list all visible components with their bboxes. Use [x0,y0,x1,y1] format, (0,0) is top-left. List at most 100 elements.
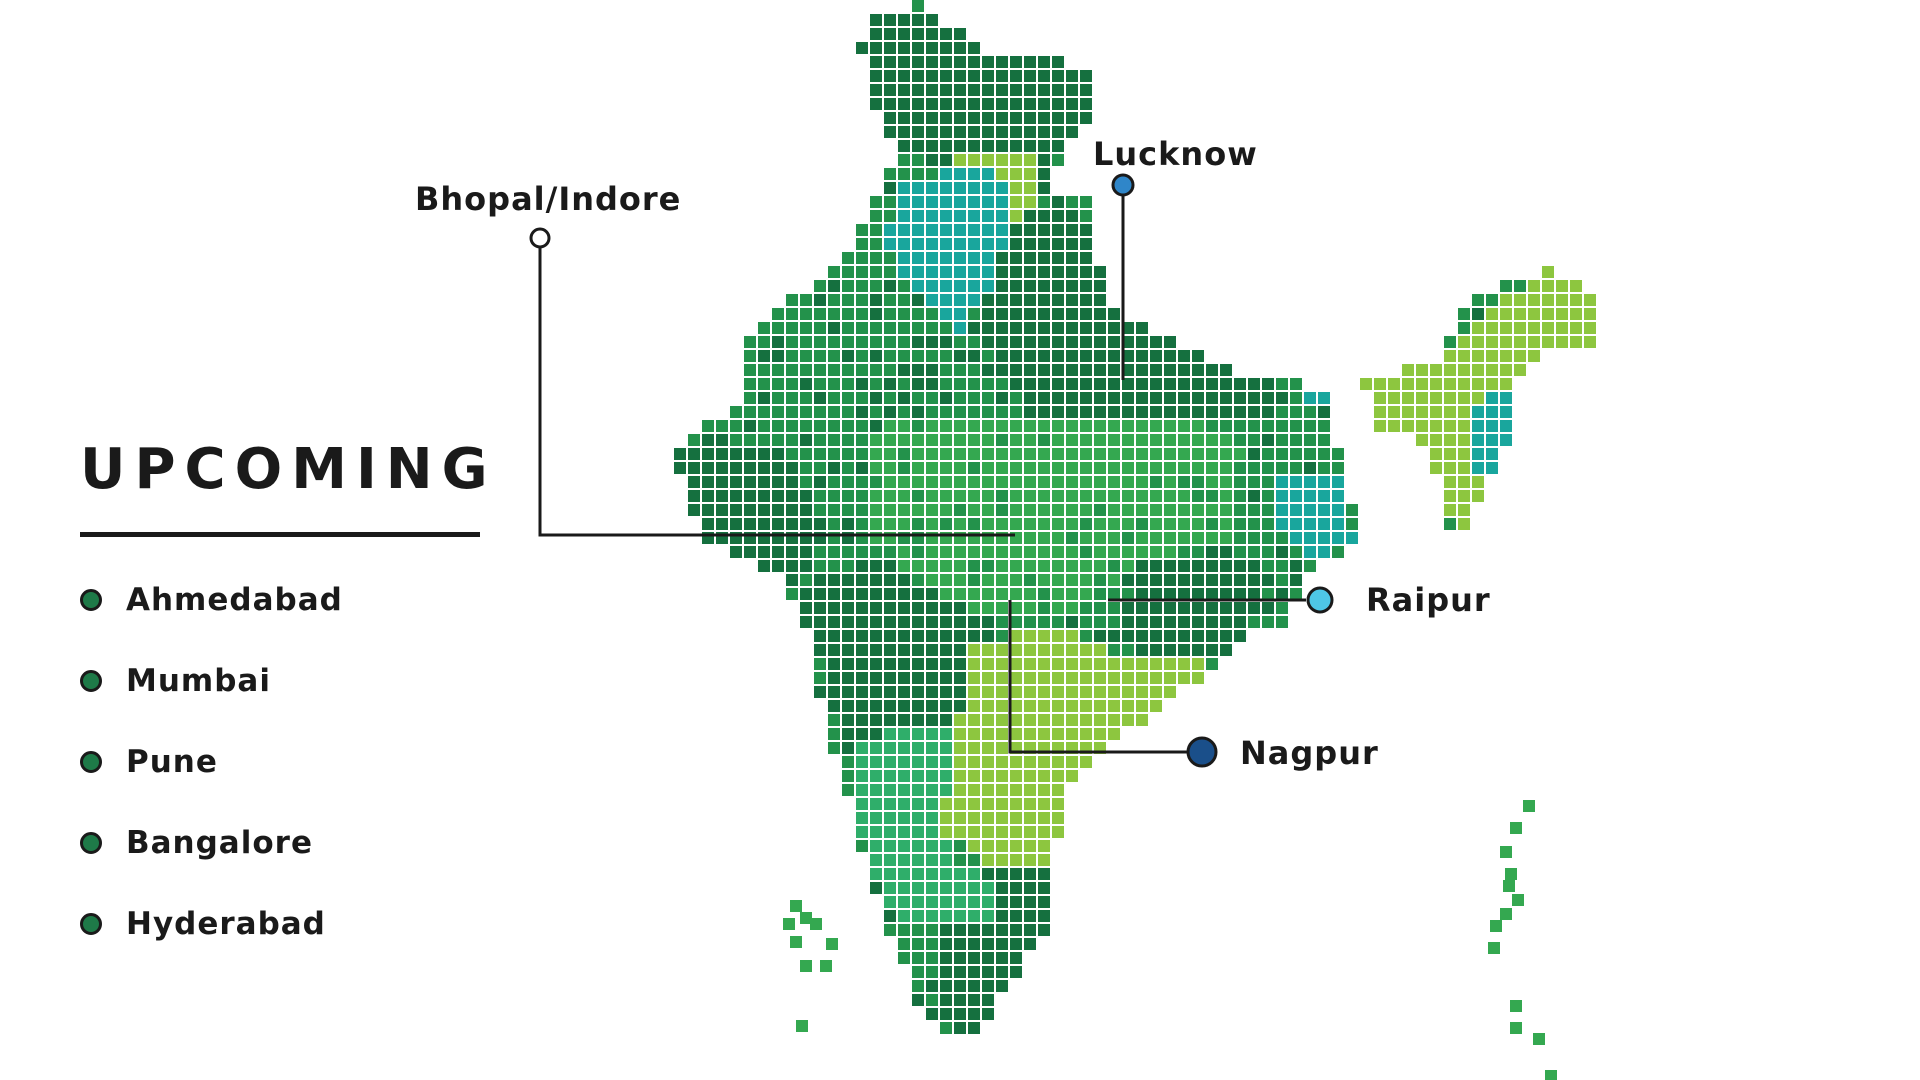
map-pixel [996,756,1008,768]
map-pixel [968,42,980,54]
map-pixel [898,434,910,446]
map-pixel [898,616,910,628]
map-pixel [1010,266,1022,278]
map-pixel [870,210,882,222]
map-pixel [1024,448,1036,460]
map-pixel [926,336,938,348]
map-pixel [940,476,952,488]
map-pixel [912,700,924,712]
map-pixel [898,602,910,614]
map-pixel [982,644,994,656]
map-pixel [1164,532,1176,544]
map-pixel [884,574,896,586]
map-pixel [1108,350,1120,362]
map-pixel [926,616,938,628]
map-pixel [1010,406,1022,418]
map-pixel [1206,518,1218,530]
map-pixel [926,378,938,390]
map-pixel [1122,490,1134,502]
callout-raipur[interactable]: Raipur [1306,581,1491,619]
map-pixel [1052,462,1064,474]
map-pixel [926,14,938,26]
map-pixel [954,350,966,362]
map-pixel [1444,392,1456,404]
map-pixel [1164,504,1176,516]
map-pixel [926,168,938,180]
map-pixel [856,770,868,782]
map-pixel [926,826,938,838]
map-pixel [898,238,910,250]
map-pixel [1164,476,1176,488]
map-pixel [912,28,924,40]
map-pixel [1080,602,1092,614]
map-pixel [884,896,896,908]
map-pixel [870,70,882,82]
map-pixel [1052,112,1064,124]
map-pixel [1570,294,1582,306]
map-pixel [1276,616,1288,628]
map-pixel [1038,462,1050,474]
map-pixel [870,588,882,600]
map-pixel [1108,336,1120,348]
map-pixel [1094,630,1106,642]
map-pixel [1052,616,1064,628]
map-pixel [954,924,966,936]
map-pixel [1500,322,1512,334]
callout-lucknow[interactable]: Lucknow [1093,135,1258,197]
map-pixel [1108,728,1120,740]
map-pixel [744,518,756,530]
map-pixel [870,448,882,460]
map-pixel [982,658,994,670]
map-pixel [912,672,924,684]
map-pixel [1052,196,1064,208]
map-pixel [1052,140,1064,152]
map-pixel [1545,1070,1557,1080]
map-pixel [828,742,840,754]
map-pixel [1220,504,1232,516]
callout-nagpur[interactable]: Nagpur [1186,734,1379,772]
map-pixel [982,812,994,824]
map-pixel [1220,560,1232,572]
map-pixel [1010,882,1022,894]
map-pixel [1276,546,1288,558]
map-pixel [982,868,994,880]
map-pixel [968,1022,980,1034]
map-pixel [996,210,1008,222]
map-pixel [870,28,882,40]
map-pixel [856,406,868,418]
map-pixel [1122,406,1134,418]
map-pixel [940,686,952,698]
map-pixel [828,308,840,320]
map-pixel [842,490,854,502]
map-pixel [1192,504,1204,516]
map-pixel [1010,196,1022,208]
map-pixel [1192,574,1204,586]
map-pixel [982,854,994,866]
map-pixel [1080,112,1092,124]
map-pixel [1503,880,1515,892]
map-pixel [870,574,882,586]
map-pixel [800,546,812,558]
map-pixel [1108,322,1120,334]
map-pixel [954,70,966,82]
map-pixel [968,378,980,390]
map-pixel [1066,546,1078,558]
map-pixel [1038,756,1050,768]
map-pixel [1276,434,1288,446]
map-pixel [968,448,980,460]
map-pixel [1178,546,1190,558]
callout-bhopal-indore[interactable]: Bhopal/Indore [415,180,681,249]
map-pixel [982,448,994,460]
map-pixel [730,462,742,474]
map-pixel [996,840,1008,852]
map-pixel [898,280,910,292]
map-pixel [674,448,686,460]
map-pixel [1136,448,1148,460]
map-pixel [982,756,994,768]
map-pixel [898,784,910,796]
map-pixel [1010,910,1022,922]
map-pixel [968,140,980,152]
map-pixel [1024,882,1036,894]
map-pixel [786,308,798,320]
map-pixel [1066,700,1078,712]
